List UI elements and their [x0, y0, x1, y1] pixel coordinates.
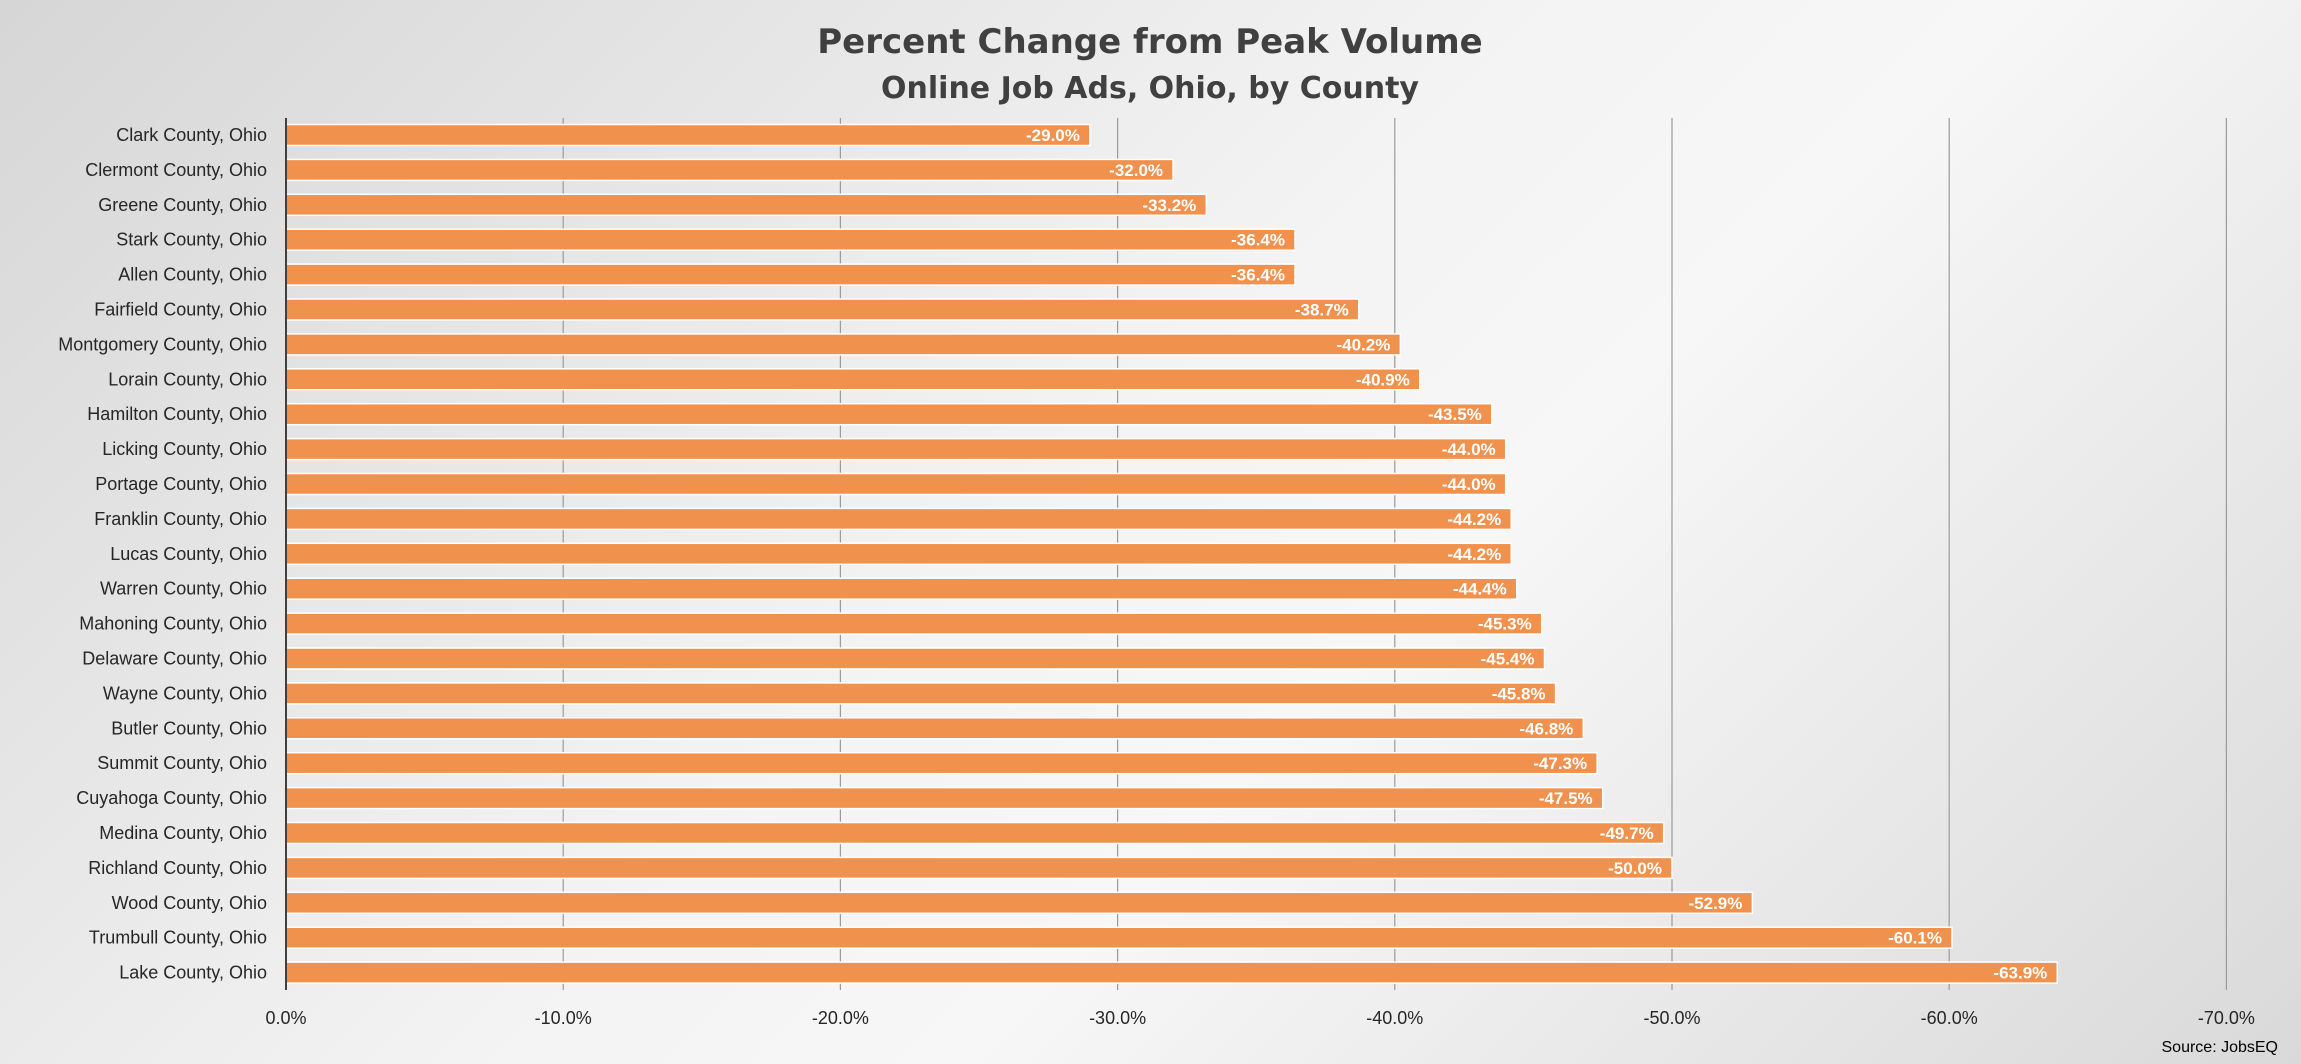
bar [285, 717, 1585, 740]
category-label: Wayne County, Ohio [103, 683, 267, 703]
data-labels: -29.0% -32.0% -33.2% -36.4% -36.4% -38.7% -40.… [1026, 126, 2047, 983]
bar [285, 612, 1543, 635]
data-label: -50.0% [1608, 859, 1662, 878]
category-label: Franklin County, Ohio [94, 509, 267, 529]
category-label: Allen County, Ohio [118, 265, 267, 285]
category-label: Warren County, Ohio [100, 579, 267, 599]
data-label: -29.0% [1026, 126, 1080, 145]
data-label: -44.2% [1447, 545, 1501, 564]
data-label: -32.0% [1109, 161, 1163, 180]
bar [285, 472, 1507, 496]
bar [285, 368, 1421, 391]
bar [285, 891, 1754, 915]
data-label: -40.2% [1336, 335, 1390, 354]
category-label: Greene County, Ohio [98, 195, 267, 215]
bar [285, 647, 1546, 670]
x-tick-label: -30.0% [1089, 1008, 1146, 1028]
bar [285, 298, 1360, 321]
data-label: -60.1% [1888, 929, 1942, 948]
data-label: -44.0% [1442, 475, 1496, 494]
category-label: Lake County, Ohio [119, 963, 267, 983]
data-label: -47.5% [1539, 789, 1593, 808]
bar [285, 507, 1512, 531]
data-label: -47.3% [1533, 754, 1587, 773]
category-label: Clermont County, Ohio [85, 160, 267, 180]
category-label: Wood County, Ohio [112, 893, 267, 913]
bar [285, 333, 1402, 356]
bar [285, 123, 1091, 147]
data-label: -45.3% [1478, 615, 1532, 634]
bar [285, 682, 1557, 705]
data-label: -49.7% [1600, 824, 1654, 843]
bar [285, 542, 1512, 566]
category-label: Medina County, Ohio [99, 823, 267, 843]
data-label: -45.4% [1481, 650, 1535, 669]
data-label: -45.8% [1492, 684, 1546, 703]
bar [285, 961, 2059, 984]
category-label: Cuyahoga County, Ohio [76, 788, 267, 808]
data-label: -46.8% [1519, 719, 1573, 738]
x-tick-label: -40.0% [1366, 1008, 1423, 1028]
data-label: -38.7% [1295, 301, 1349, 320]
category-label: Licking County, Ohio [102, 439, 267, 459]
x-tick-label: -50.0% [1643, 1008, 1700, 1028]
bar [285, 437, 1507, 461]
source-note: Source: JobsEQ [2162, 1039, 2279, 1056]
category-label: Delaware County, Ohio [82, 649, 267, 669]
data-label: -33.2% [1142, 196, 1196, 215]
x-tick-label: -10.0% [535, 1008, 592, 1028]
chart-subtitle: Online Job Ads, Ohio, by County [881, 71, 1419, 106]
bar [285, 228, 1296, 251]
category-label: Summit County, Ohio [97, 753, 267, 773]
data-label: -43.5% [1428, 405, 1482, 424]
bar [285, 786, 1604, 810]
category-label: Mahoning County, Ohio [79, 614, 267, 634]
bar [285, 751, 1598, 775]
data-label: -52.9% [1689, 894, 1743, 913]
category-label: Lorain County, Ohio [108, 369, 267, 389]
category-label: Lucas County, Ohio [110, 544, 267, 564]
x-axis-ticks: 0.0% -10.0% -20.0% -30.0% -40.0% -50.0% -60.0%… [265, 1008, 2254, 1028]
data-label: -36.4% [1231, 231, 1285, 250]
category-label: Richland County, Ohio [88, 858, 267, 878]
bar [285, 193, 1208, 217]
category-label: Hamilton County, Ohio [87, 404, 267, 424]
bar [285, 158, 1174, 182]
x-tick-label: -60.0% [1921, 1008, 1978, 1028]
bar [285, 856, 1673, 880]
bar [285, 926, 1953, 949]
bar [285, 577, 1518, 600]
category-label: Montgomery County, Ohio [58, 334, 267, 354]
category-label: Butler County, Ohio [111, 718, 267, 738]
data-label: -44.2% [1447, 510, 1501, 529]
data-label: -36.4% [1231, 266, 1285, 285]
data-label: -63.9% [1993, 964, 2047, 983]
bars [285, 123, 2059, 984]
data-label: -44.4% [1453, 580, 1507, 599]
x-tick-label: -20.0% [812, 1008, 869, 1028]
bar [285, 402, 1493, 426]
chart-title: Percent Change from Peak Volume [817, 22, 1483, 62]
data-label: -44.0% [1442, 440, 1496, 459]
x-tick-label: 0.0% [265, 1008, 306, 1028]
data-label: -40.9% [1356, 370, 1410, 389]
bar [285, 821, 1665, 845]
bar [285, 263, 1296, 286]
x-tick-label: -70.0% [2198, 1008, 2255, 1028]
category-label: Trumbull County, Ohio [89, 928, 267, 948]
category-label: Clark County, Ohio [116, 125, 267, 145]
category-label: Portage County, Ohio [95, 474, 267, 494]
category-label: Fairfield County, Ohio [94, 300, 267, 320]
category-labels: Clark County, Ohio Clermont County, Ohio G… [58, 125, 267, 983]
category-label: Stark County, Ohio [116, 230, 267, 250]
